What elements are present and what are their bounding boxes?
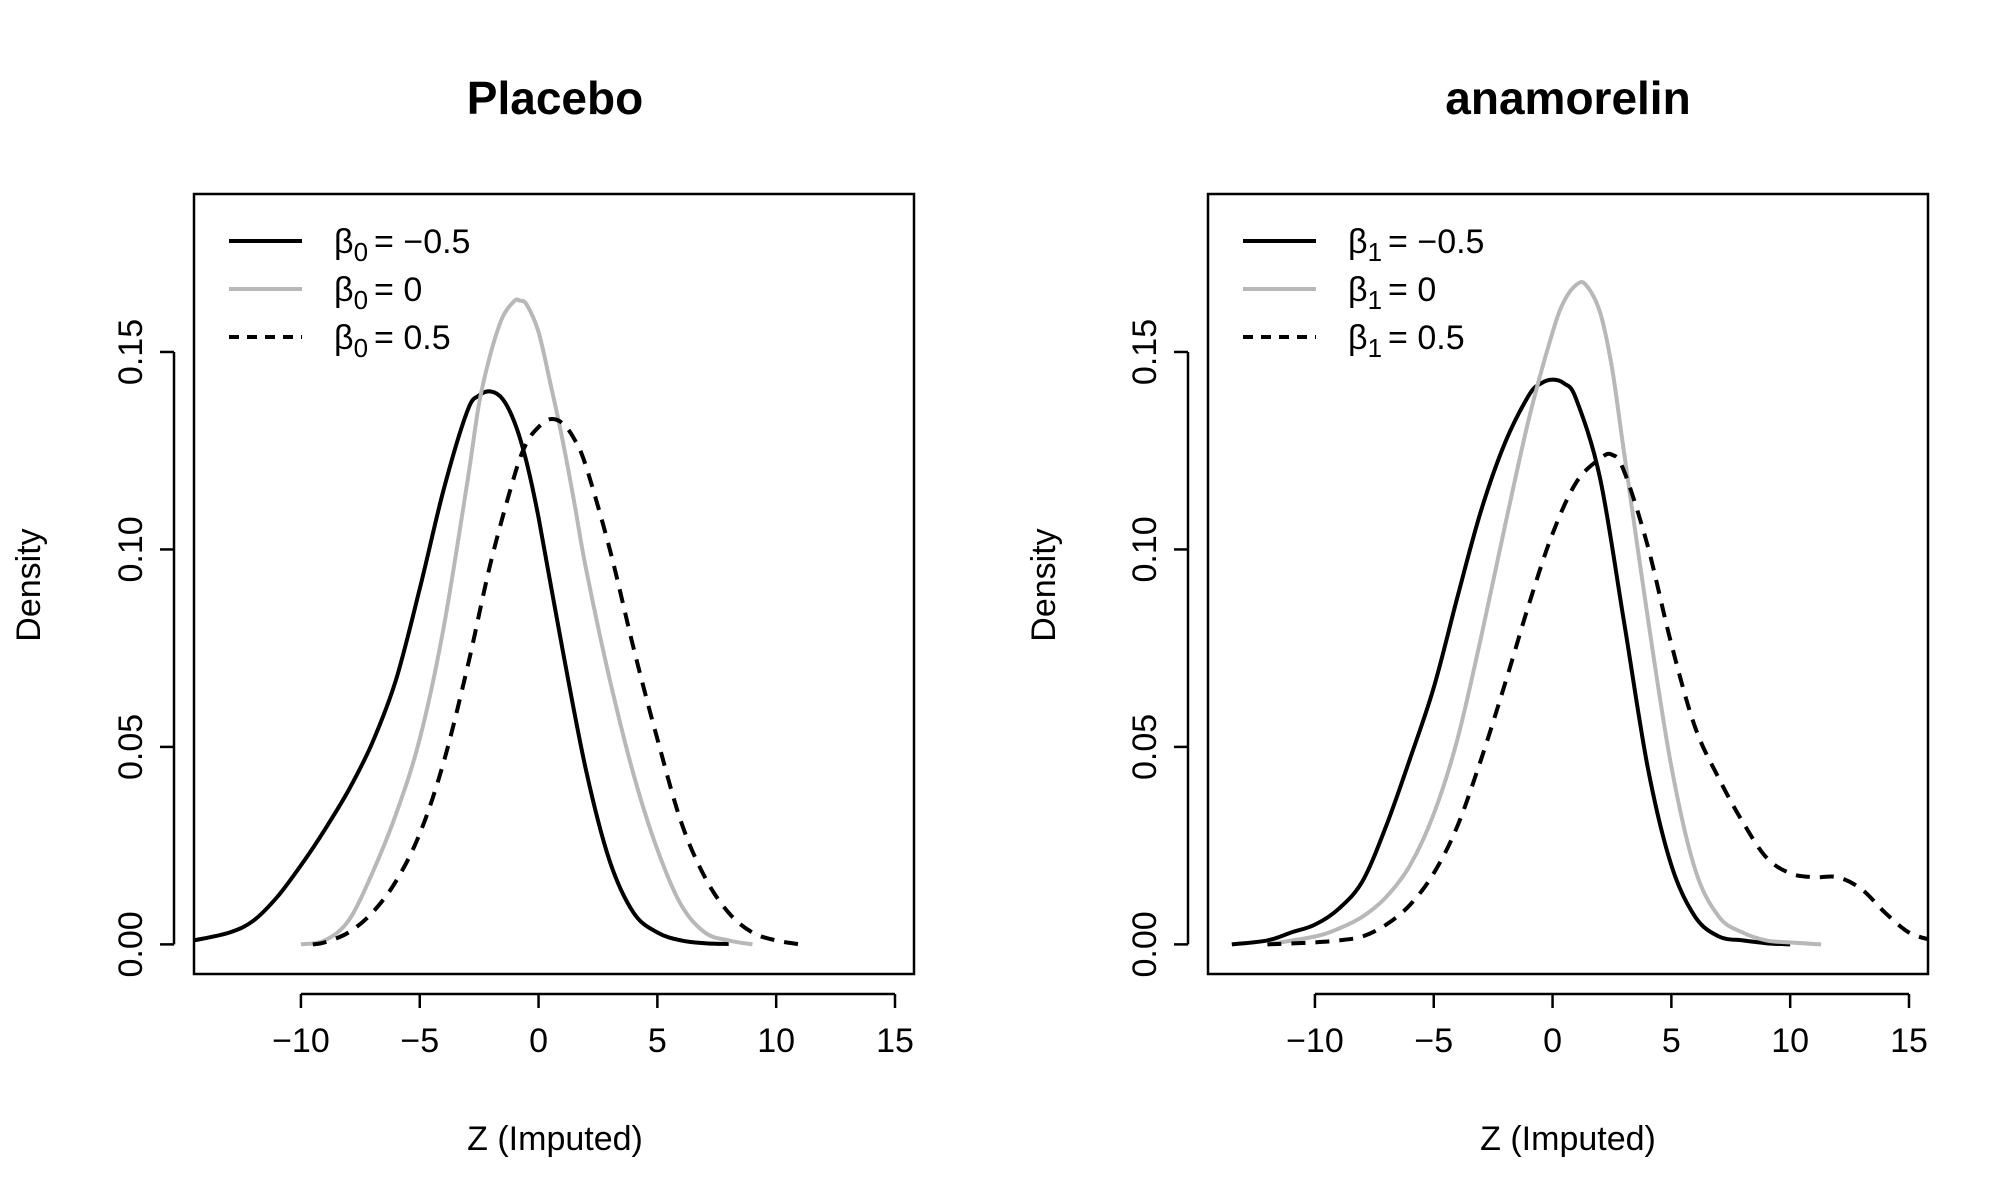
series-line (194, 389, 729, 946)
legend-entry: β0 = 0 (334, 271, 422, 315)
chart-title: Placebo (467, 72, 643, 124)
legend: β1 = −0.5β1 = 0β1 = 0.5 (1243, 223, 1484, 363)
legend-value: = 0 (1388, 271, 1436, 309)
y-axis-label: Density (10, 528, 48, 641)
y-tick-label: 0.00 (1126, 911, 1164, 977)
legend-symbol: β (334, 223, 354, 261)
series-line (1231, 377, 1791, 947)
legend-subscript: 0 (354, 333, 368, 363)
legend-symbol: β (334, 319, 354, 357)
series-lines (1231, 280, 1928, 947)
x-tick-label: 5 (648, 1022, 667, 1060)
y-tick-label: 0.05 (112, 714, 150, 780)
x-tick-label: 10 (757, 1022, 795, 1060)
series-line (312, 416, 801, 947)
y-tick-label: 0.05 (1126, 714, 1164, 780)
y-tick-label: 0.00 (112, 911, 150, 977)
x-tick-label: 15 (876, 1022, 914, 1060)
x-axis: −10 −5 0 5 10 15 (1286, 992, 1928, 1060)
series-line (1267, 451, 1928, 947)
series-line (1267, 280, 1822, 947)
legend-entry: β1 = 0.5 (1348, 319, 1465, 363)
chart-panel-anamorelin: anamorelin Z (Imputed) Density −10 −5 0 5 10… (1025, 72, 1930, 1158)
plot-frame (192, 192, 916, 976)
legend-value: = 0.5 (374, 319, 451, 357)
x-tick-label: 0 (529, 1022, 548, 1060)
legend-symbol: β (334, 271, 354, 309)
y-axis: 0.00 0.05 0.10 0.15 (1126, 319, 1190, 977)
legend-entry: β1 = 0 (1348, 271, 1436, 315)
legend-entry: β0 = 0.5 (334, 319, 451, 363)
legend-symbol: β (1348, 271, 1368, 309)
legend-entry: β1 = −0.5 (1348, 223, 1484, 267)
legend-subscript: 0 (354, 237, 368, 267)
x-axis-label: Z (Imputed) (467, 1120, 643, 1158)
x-tick-label: 5 (1662, 1022, 1681, 1060)
legend-subscript: 1 (1368, 237, 1382, 267)
legend-value: = −0.5 (1388, 223, 1484, 261)
x-axis-label: Z (Imputed) (1480, 1120, 1656, 1158)
y-axis: 0.00 0.05 0.10 0.15 (112, 319, 176, 977)
x-tick-label: 15 (1890, 1022, 1928, 1060)
legend-subscript: 1 (1368, 333, 1382, 363)
chart-panel-placebo: Placebo Z (Imputed) Density −10 −5 0 5 10 15 … (10, 72, 916, 1158)
x-tick-label: −5 (400, 1022, 439, 1060)
x-axis: −10 −5 0 5 10 15 (272, 992, 914, 1060)
legend-symbol: β (1348, 319, 1368, 357)
legend-symbol: β (1348, 223, 1368, 261)
x-tick-label: −10 (272, 1022, 330, 1060)
y-tick-label: 0.10 (112, 516, 150, 582)
legend-value: = 0 (374, 271, 422, 309)
legend-subscript: 0 (354, 285, 368, 315)
plot-frame (1206, 192, 1930, 976)
y-tick-label: 0.15 (1126, 319, 1164, 385)
legend-value: = −0.5 (374, 223, 470, 261)
x-tick-label: 0 (1543, 1022, 1562, 1060)
y-tick-label: 0.10 (1126, 516, 1164, 582)
series-lines (194, 297, 801, 947)
legend-value: = 0.5 (1388, 319, 1465, 357)
legend-subscript: 1 (1368, 285, 1382, 315)
x-tick-label: −10 (1286, 1022, 1344, 1060)
x-tick-label: −5 (1414, 1022, 1453, 1060)
y-axis-label: Density (1025, 528, 1063, 641)
legend-entry: β0 = −0.5 (334, 223, 470, 267)
series-line (300, 297, 753, 947)
x-tick-label: 10 (1771, 1022, 1809, 1060)
chart-title: anamorelin (1445, 72, 1690, 124)
legend: β0 = −0.5β0 = 0β0 = 0.5 (229, 223, 470, 363)
y-tick-label: 0.15 (112, 319, 150, 385)
